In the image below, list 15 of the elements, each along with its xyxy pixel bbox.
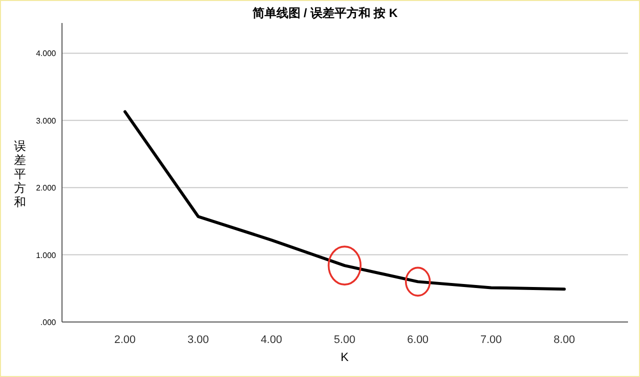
x-tick-label: 2.00 <box>114 334 136 346</box>
x-axis-title: K <box>340 350 349 364</box>
x-tick-label: 7.00 <box>480 334 502 346</box>
x-tick-label: 3.00 <box>187 334 209 346</box>
chart-title: 简单线图 / 误差平方和 按 K <box>251 6 398 20</box>
y-tick-label: 2.000 <box>36 184 57 193</box>
y-tick-label: 4.000 <box>36 49 57 58</box>
y-tick-label: .000 <box>40 318 57 327</box>
x-tick-label: 6.00 <box>407 334 429 346</box>
x-tick-label: 8.00 <box>554 334 576 346</box>
y-tick-label: 3.000 <box>36 116 57 126</box>
x-tick-label: 5.00 <box>334 334 356 346</box>
y-tick-label: 1.000 <box>36 250 57 260</box>
y-axis-title: 误差平方和 <box>14 139 26 209</box>
x-tick-label: 4.00 <box>260 334 282 346</box>
